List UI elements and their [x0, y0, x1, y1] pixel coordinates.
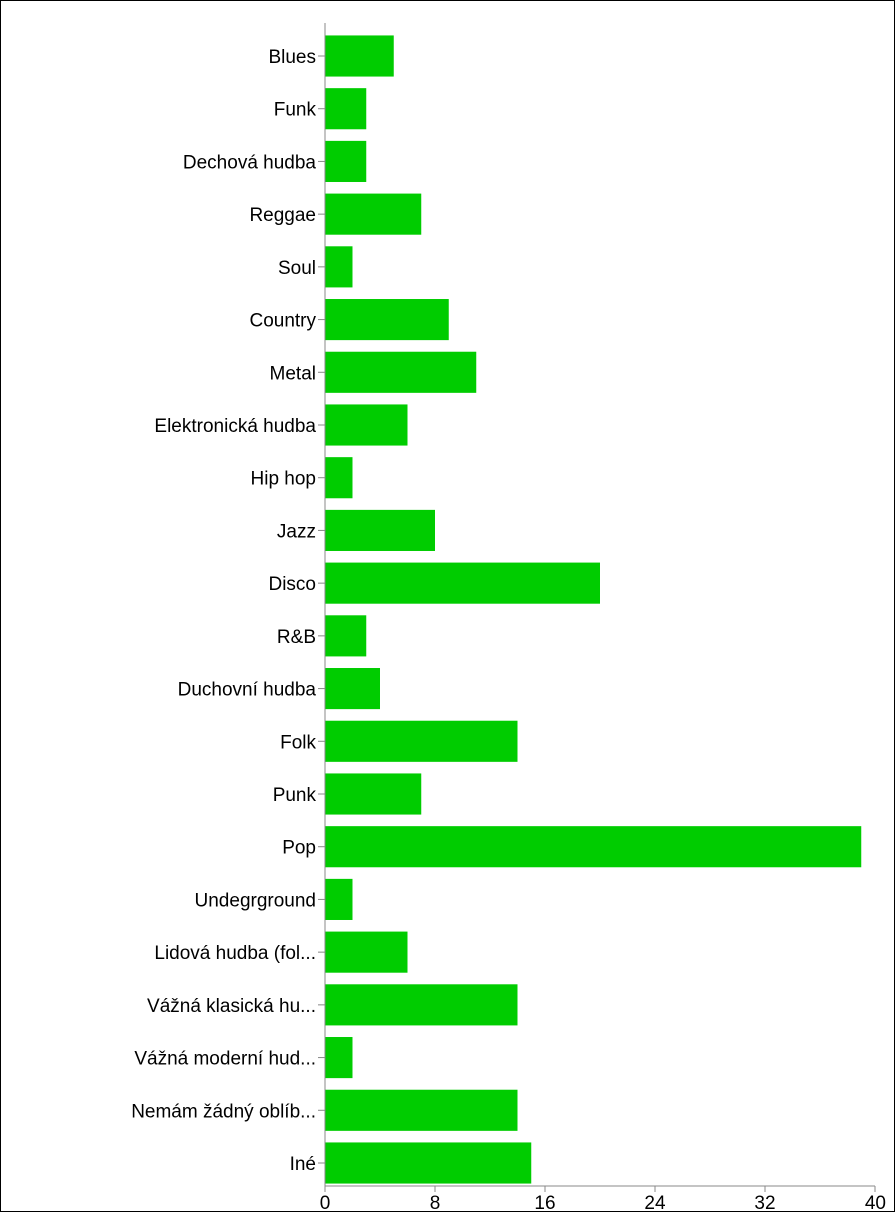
category-label: Lidová hudba (fol... [154, 943, 316, 964]
bar-lidov-hudba-fol [325, 931, 408, 973]
bar-v-n-klasick-hu [325, 984, 518, 1026]
category-label: Iné [290, 1154, 316, 1175]
bar-v-n-modern-hud [325, 1037, 353, 1079]
bar-duchovn-hudba [325, 668, 380, 710]
bar-undegrground [325, 878, 353, 920]
category-label: Metal [270, 363, 316, 384]
x-tick-label: 0 [320, 1193, 331, 1213]
category-label: Folk [280, 732, 316, 753]
bar-funk [325, 88, 367, 130]
category-label: Pop [282, 838, 316, 859]
bar-jazz [325, 509, 435, 551]
labels-layer: Blues Funk Dechová hudba Reggae Soul Country M… [131, 47, 886, 1213]
bar-elektronick-hudba [325, 404, 408, 446]
bar-folk [325, 720, 518, 762]
category-label: Country [249, 311, 316, 332]
category-label: Reggae [249, 205, 316, 226]
bar-in [325, 1142, 532, 1184]
x-tick-label: 40 [865, 1193, 886, 1213]
bar-nem-m-dn-obl-b [325, 1089, 518, 1131]
category-label: Funk [274, 100, 317, 121]
category-label: Elektronická hudba [154, 416, 316, 437]
category-label: Jazz [277, 521, 316, 542]
category-label: Punk [273, 785, 317, 806]
x-tick-label: 32 [754, 1193, 775, 1213]
bar-punk [325, 773, 422, 815]
category-label: Dechová hudba [183, 152, 317, 173]
category-label: R&B [277, 627, 316, 648]
category-label: Disco [268, 574, 316, 595]
bar-blues [325, 35, 394, 77]
bar-metal [325, 351, 477, 393]
category-label: Undegrground [195, 890, 316, 911]
category-label: Vážná moderní hud... [134, 1049, 316, 1070]
category-label: Hip hop [251, 469, 317, 490]
bar-soul [325, 246, 353, 288]
category-label: Nemám žádný oblíb... [131, 1101, 316, 1122]
bar-hip-hop [325, 457, 353, 499]
bar-dechov-hudba [325, 140, 367, 182]
category-label: Blues [268, 47, 316, 68]
axes-layer [318, 23, 876, 1192]
x-tick-label: 16 [534, 1193, 555, 1213]
bar-country [325, 299, 449, 341]
bars-layer [325, 35, 862, 1184]
bar-pop [325, 826, 862, 868]
category-label: Soul [278, 258, 316, 279]
category-label: Vážná klasická hu... [147, 996, 316, 1017]
bar-disco [325, 562, 600, 604]
bar-r-b [325, 615, 367, 657]
x-tick-label: 24 [644, 1193, 666, 1213]
category-label: Duchovní hudba [178, 680, 317, 701]
x-tick-label: 8 [430, 1193, 441, 1213]
bar-reggae [325, 193, 422, 235]
